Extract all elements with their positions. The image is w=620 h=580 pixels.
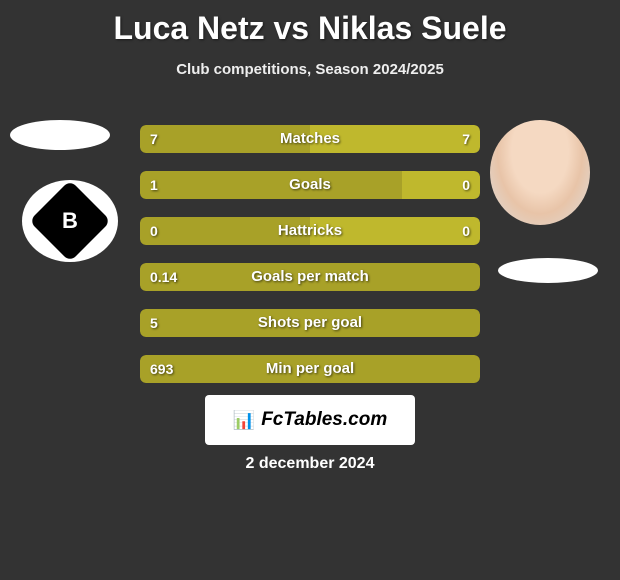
page-title: Luca Netz vs Niklas Suele	[0, 0, 620, 47]
brand-text: FcTables.com	[261, 409, 387, 431]
stat-label: Goals per match	[140, 263, 480, 291]
comparison-chart: 77Matches 10Goals 00Hattricks 0.14Goals per…	[140, 125, 480, 401]
stat-label: Min per goal	[140, 355, 480, 383]
stat-label: Goals	[140, 171, 480, 199]
stat-row: 5Shots per goal	[140, 309, 480, 337]
player1-photo-placeholder	[10, 120, 110, 150]
stat-label: Shots per goal	[140, 309, 480, 337]
player2-photo	[490, 120, 590, 225]
club-badge-diamond: B	[29, 180, 111, 262]
stat-row: 693Min per goal	[140, 355, 480, 383]
stat-label: Hattricks	[140, 217, 480, 245]
subtitle: Club competitions, Season 2024/2025	[0, 61, 620, 78]
player1-name: Luca Netz	[113, 10, 264, 46]
date-label: 2 december 2024	[0, 455, 620, 473]
stat-row: 77Matches	[140, 125, 480, 153]
player1-club-badge: B	[22, 180, 118, 262]
brand-icon: 📊	[233, 410, 255, 431]
vs-label: vs	[274, 10, 310, 46]
club-badge-letter: B	[62, 208, 78, 234]
player2-name: Niklas Suele	[318, 10, 507, 46]
stat-row: 00Hattricks	[140, 217, 480, 245]
stat-row: 10Goals	[140, 171, 480, 199]
player2-club-badge-placeholder	[498, 258, 598, 283]
brand-box[interactable]: 📊 FcTables.com	[205, 395, 415, 445]
stat-label: Matches	[140, 125, 480, 153]
stat-row: 0.14Goals per match	[140, 263, 480, 291]
